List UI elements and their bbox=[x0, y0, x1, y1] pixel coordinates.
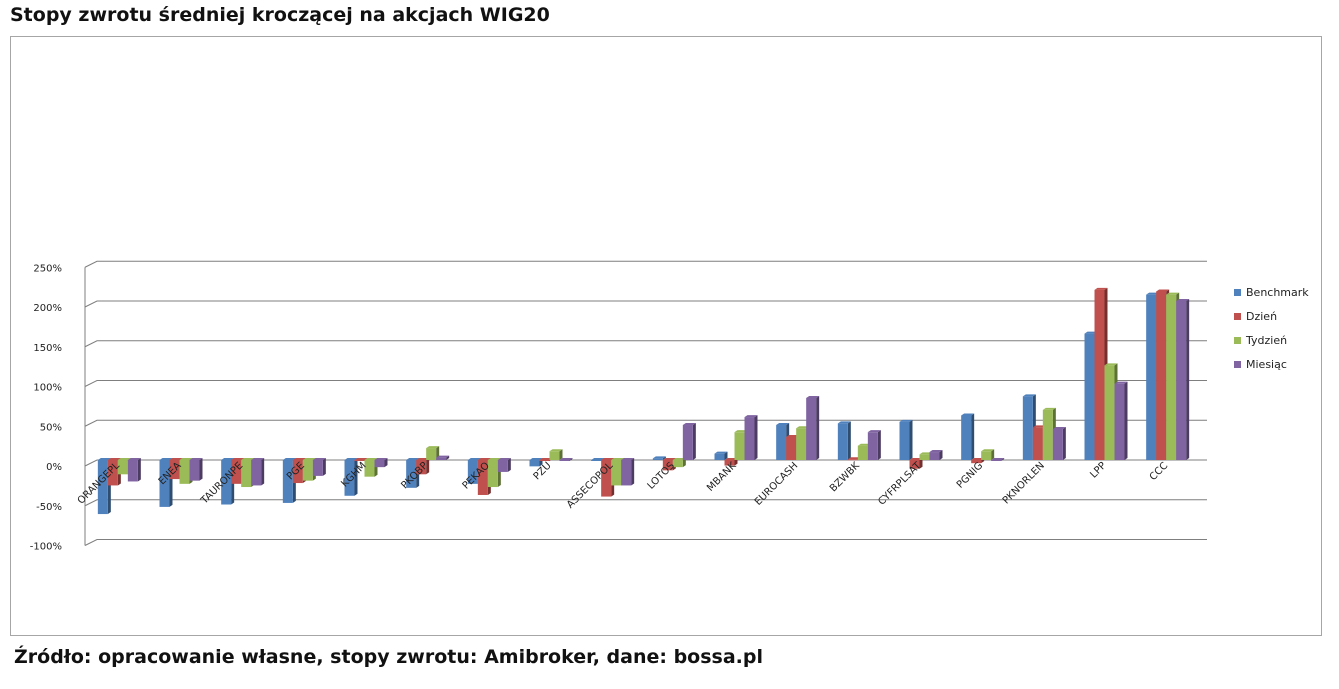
source-note: Źródło: opracowanie własne, stopy zwrotu… bbox=[14, 646, 764, 668]
y-tick-label: -50% bbox=[36, 502, 62, 513]
bar bbox=[961, 413, 975, 460]
bar bbox=[867, 430, 881, 460]
bar bbox=[1114, 381, 1128, 460]
gridline bbox=[84, 260, 1207, 268]
bar bbox=[837, 421, 851, 460]
y-axis-ticks: 250% 200% 150% 100% 50% 0% -50% -100% bbox=[30, 263, 62, 552]
bar bbox=[981, 449, 995, 460]
legend: Benchmark Dzień Tydzień Miesiąc bbox=[1234, 286, 1309, 371]
bar bbox=[929, 450, 943, 460]
grid-lines bbox=[84, 260, 1207, 546]
category-label: CYFRPLSAT bbox=[876, 460, 924, 508]
bar bbox=[416, 458, 430, 475]
bar bbox=[312, 458, 326, 476]
y-tick-label: 100% bbox=[33, 383, 62, 394]
bar bbox=[436, 455, 450, 460]
gridline bbox=[84, 419, 1207, 427]
bar bbox=[251, 458, 265, 486]
gridline bbox=[84, 499, 1207, 507]
legend-swatch bbox=[1234, 289, 1241, 296]
gridline bbox=[84, 539, 1207, 546]
category-label: LOTOS bbox=[646, 460, 677, 491]
bar bbox=[189, 458, 203, 481]
bar bbox=[127, 458, 141, 482]
gridline bbox=[84, 300, 1207, 308]
legend-swatch bbox=[1234, 337, 1241, 344]
bar bbox=[1052, 426, 1066, 460]
bar bbox=[1176, 299, 1190, 460]
y-tick-label: -100% bbox=[30, 542, 62, 553]
legend-swatch bbox=[1234, 361, 1241, 368]
bar bbox=[714, 451, 728, 460]
legend-label: Tydzień bbox=[1245, 334, 1287, 347]
category-label: CCC bbox=[1148, 460, 1171, 483]
category-label: EUROCASH bbox=[753, 460, 800, 507]
bar bbox=[652, 456, 666, 460]
y-tick-label: 150% bbox=[33, 343, 62, 354]
bar bbox=[621, 458, 635, 486]
legend-label: Miesiąc bbox=[1246, 358, 1287, 371]
category-label: MBANK bbox=[705, 460, 739, 494]
bar bbox=[899, 419, 913, 460]
legend-label: Dzień bbox=[1246, 310, 1277, 323]
category-label: LPP bbox=[1088, 460, 1108, 480]
bar bbox=[991, 458, 1005, 461]
category-label: BZWBK bbox=[828, 460, 862, 494]
y-tick-label: 250% bbox=[33, 263, 62, 274]
bar bbox=[497, 458, 511, 472]
bar bbox=[744, 415, 758, 460]
gridline bbox=[84, 459, 1207, 467]
y-tick-label: 50% bbox=[40, 422, 62, 433]
bar bbox=[909, 458, 923, 469]
bar bbox=[672, 458, 686, 468]
gridline bbox=[84, 380, 1207, 387]
bar bbox=[374, 458, 388, 468]
bar bbox=[682, 423, 696, 460]
chart-title: Stopy zwrotu średniej kroczącej na akcja… bbox=[10, 4, 550, 26]
bar bbox=[559, 458, 573, 461]
bar bbox=[549, 449, 563, 460]
gridline bbox=[84, 340, 1207, 348]
bar-series bbox=[97, 287, 1190, 515]
legend-label: Benchmark bbox=[1246, 286, 1309, 299]
bar bbox=[344, 458, 358, 496]
category-label: PGNIG bbox=[955, 460, 985, 490]
y-tick-label: 200% bbox=[33, 303, 62, 314]
bar bbox=[806, 395, 820, 460]
legend-swatch bbox=[1234, 313, 1241, 320]
y-tick-label: 0% bbox=[46, 462, 62, 473]
bar-chart: 250%200%150%100%50%0%-50%-100% ORANGEPL E… bbox=[30, 260, 1309, 553]
